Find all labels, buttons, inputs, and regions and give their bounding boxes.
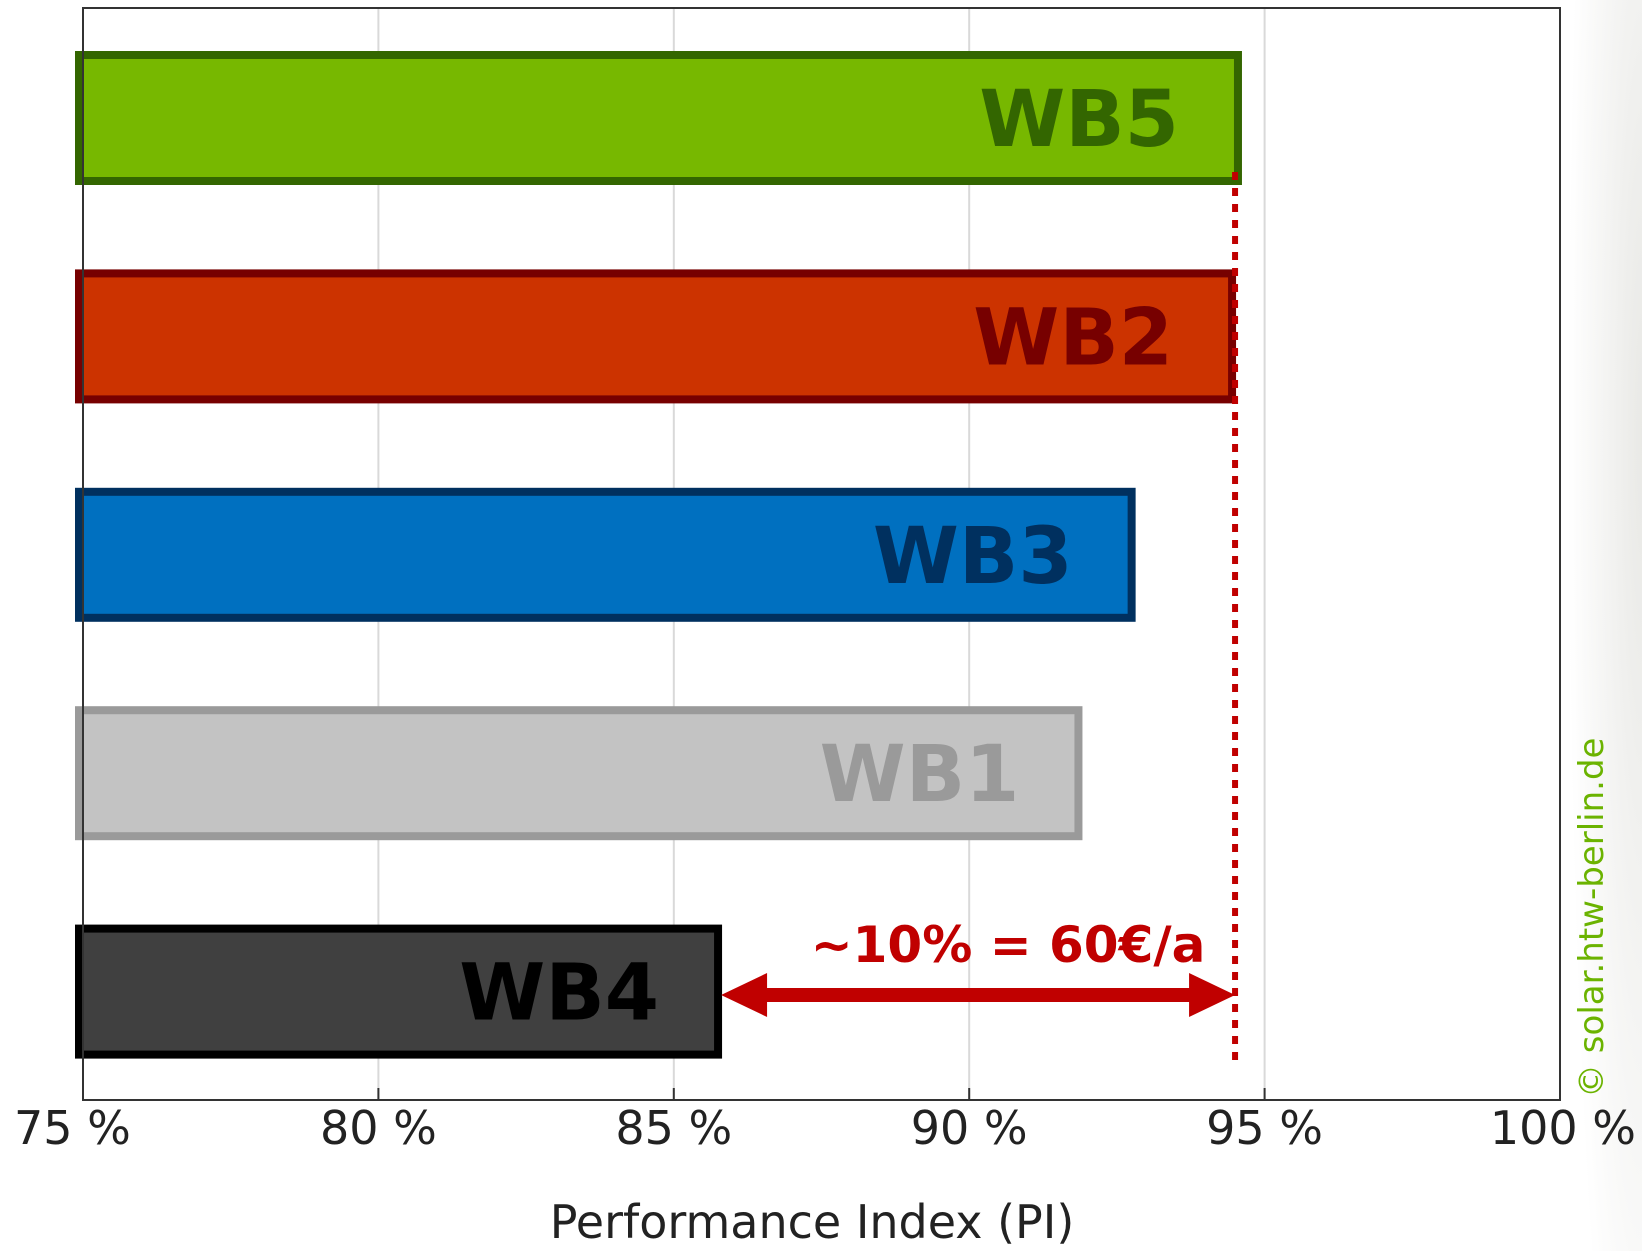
bars: WB5 WB2 WB3 WB1 WB4: [75, 51, 1242, 1059]
bar-label-wb5: WB5: [979, 75, 1179, 165]
bar-label-wb4: WB4: [459, 949, 659, 1039]
x-axis-title: Performance Index (PI): [550, 1195, 1075, 1249]
bar-label-wb3: WB3: [873, 512, 1073, 602]
x-tick-label: 90 %: [911, 1101, 1028, 1155]
annotation-arrowhead-left: [721, 973, 768, 1017]
x-tick-label: 75 %: [14, 1101, 131, 1155]
bar-wb3: [75, 487, 1136, 622]
x-tick-label: 95 %: [1206, 1101, 1323, 1155]
right-margin-background: [1560, 0, 1642, 1251]
bar-wb5: [75, 51, 1242, 185]
overlay: ~10% = 60€/a: [721, 172, 1239, 1068]
plot-frame: [82, 7, 1561, 1101]
annotation-arrowhead-right: [1189, 973, 1236, 1017]
bar-label-wb2: WB2: [973, 293, 1173, 383]
x-axis: 75 % 80 % 85 % 90 % 95 % 100 %: [14, 1088, 1636, 1155]
x-tick-label: 85 %: [615, 1101, 732, 1155]
bar-wb1: [75, 706, 1083, 841]
x-tick-label: 80 %: [320, 1101, 437, 1155]
annotation-text: ~10% = 60€/a: [811, 916, 1206, 974]
copyright-text: © solar.htw-berlin.de: [1572, 738, 1612, 1098]
bar-wb4: [75, 924, 723, 1059]
bar-wb2: [75, 269, 1237, 404]
x-tick-label: 100 %: [1490, 1101, 1636, 1155]
bar-label-wb1: WB1: [820, 730, 1020, 820]
